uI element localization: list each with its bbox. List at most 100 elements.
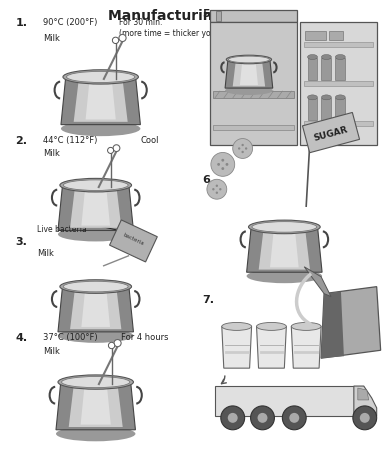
Text: Cool: Cool — [140, 135, 159, 144]
Polygon shape — [321, 287, 381, 358]
Ellipse shape — [58, 228, 133, 242]
Ellipse shape — [225, 87, 273, 96]
Polygon shape — [225, 60, 273, 89]
Text: Live bacteria: Live bacteria — [37, 224, 87, 234]
Polygon shape — [109, 220, 157, 263]
Polygon shape — [321, 292, 344, 358]
Circle shape — [258, 413, 267, 423]
Polygon shape — [81, 188, 110, 226]
Text: SUGAR: SUGAR — [313, 124, 349, 142]
Text: Milk: Milk — [43, 34, 60, 43]
Polygon shape — [70, 188, 121, 228]
Bar — [303, 122, 373, 127]
Ellipse shape — [58, 329, 133, 343]
Circle shape — [241, 145, 244, 147]
Ellipse shape — [252, 222, 317, 233]
Bar — [216, 12, 221, 22]
Bar — [213, 126, 294, 130]
Polygon shape — [304, 267, 331, 297]
Circle shape — [221, 406, 245, 430]
Polygon shape — [61, 78, 140, 125]
Circle shape — [245, 148, 247, 151]
Circle shape — [113, 38, 119, 45]
Circle shape — [216, 192, 218, 195]
Bar — [335, 59, 345, 81]
Bar — [210, 11, 296, 23]
Circle shape — [289, 413, 299, 423]
Polygon shape — [256, 327, 286, 369]
Bar — [321, 59, 331, 81]
Polygon shape — [74, 80, 128, 123]
Ellipse shape — [60, 280, 132, 294]
Polygon shape — [58, 287, 133, 332]
Circle shape — [216, 185, 218, 188]
Ellipse shape — [60, 179, 132, 192]
Polygon shape — [69, 384, 123, 427]
Bar — [305, 32, 326, 41]
Text: For 30 min.
(more time = thicker yogurt): For 30 min. (more time = thicker yogurt) — [119, 18, 229, 38]
Bar — [308, 99, 317, 121]
Circle shape — [119, 35, 126, 42]
Circle shape — [222, 159, 224, 162]
Circle shape — [219, 189, 222, 191]
Polygon shape — [240, 62, 258, 86]
Circle shape — [282, 406, 306, 430]
Ellipse shape — [63, 180, 128, 191]
Circle shape — [228, 413, 238, 423]
Ellipse shape — [61, 122, 140, 137]
Text: Manufacturing Yogurt: Manufacturing Yogurt — [108, 9, 280, 23]
Bar — [303, 43, 373, 48]
Polygon shape — [247, 227, 322, 273]
Text: bacteria: bacteria — [122, 232, 145, 246]
Text: 90°C (200°F): 90°C (200°F) — [43, 18, 97, 27]
Text: 44°C (112°F): 44°C (112°F) — [43, 135, 97, 144]
Circle shape — [113, 146, 120, 152]
Ellipse shape — [321, 95, 331, 101]
Ellipse shape — [247, 269, 322, 284]
Circle shape — [211, 153, 235, 177]
Polygon shape — [81, 290, 110, 327]
Polygon shape — [303, 113, 360, 153]
Text: 4.: 4. — [15, 333, 28, 342]
Ellipse shape — [62, 377, 130, 388]
Circle shape — [217, 163, 220, 167]
Text: For 4 hours: For 4 hours — [121, 333, 168, 341]
Ellipse shape — [256, 323, 286, 330]
Polygon shape — [233, 62, 265, 87]
Text: 7.: 7. — [202, 294, 214, 304]
Polygon shape — [222, 327, 251, 369]
Text: 37°C (100°F): 37°C (100°F) — [43, 333, 98, 341]
Ellipse shape — [229, 57, 269, 64]
Polygon shape — [81, 385, 111, 425]
Text: Milk: Milk — [43, 149, 60, 158]
Circle shape — [212, 189, 215, 191]
Bar — [300, 23, 377, 145]
Circle shape — [108, 342, 115, 349]
Bar — [308, 59, 317, 81]
Text: Milk: Milk — [43, 347, 60, 356]
Ellipse shape — [58, 375, 133, 389]
Ellipse shape — [321, 56, 331, 60]
Bar — [303, 82, 373, 87]
Circle shape — [107, 148, 114, 154]
Bar — [329, 32, 343, 41]
Text: 3.: 3. — [15, 236, 27, 246]
Polygon shape — [70, 289, 121, 330]
Ellipse shape — [248, 221, 320, 234]
Ellipse shape — [222, 323, 251, 330]
Polygon shape — [270, 230, 299, 268]
Circle shape — [225, 163, 229, 167]
Polygon shape — [56, 382, 135, 430]
Polygon shape — [291, 327, 321, 369]
Ellipse shape — [63, 71, 139, 85]
Text: Milk: Milk — [37, 248, 54, 257]
Bar — [210, 23, 296, 145]
Polygon shape — [259, 230, 310, 270]
Polygon shape — [86, 80, 116, 120]
Circle shape — [241, 151, 244, 154]
Text: 2.: 2. — [15, 135, 27, 145]
Ellipse shape — [63, 282, 128, 292]
Circle shape — [114, 340, 121, 347]
Bar — [321, 99, 331, 121]
Ellipse shape — [291, 323, 321, 330]
